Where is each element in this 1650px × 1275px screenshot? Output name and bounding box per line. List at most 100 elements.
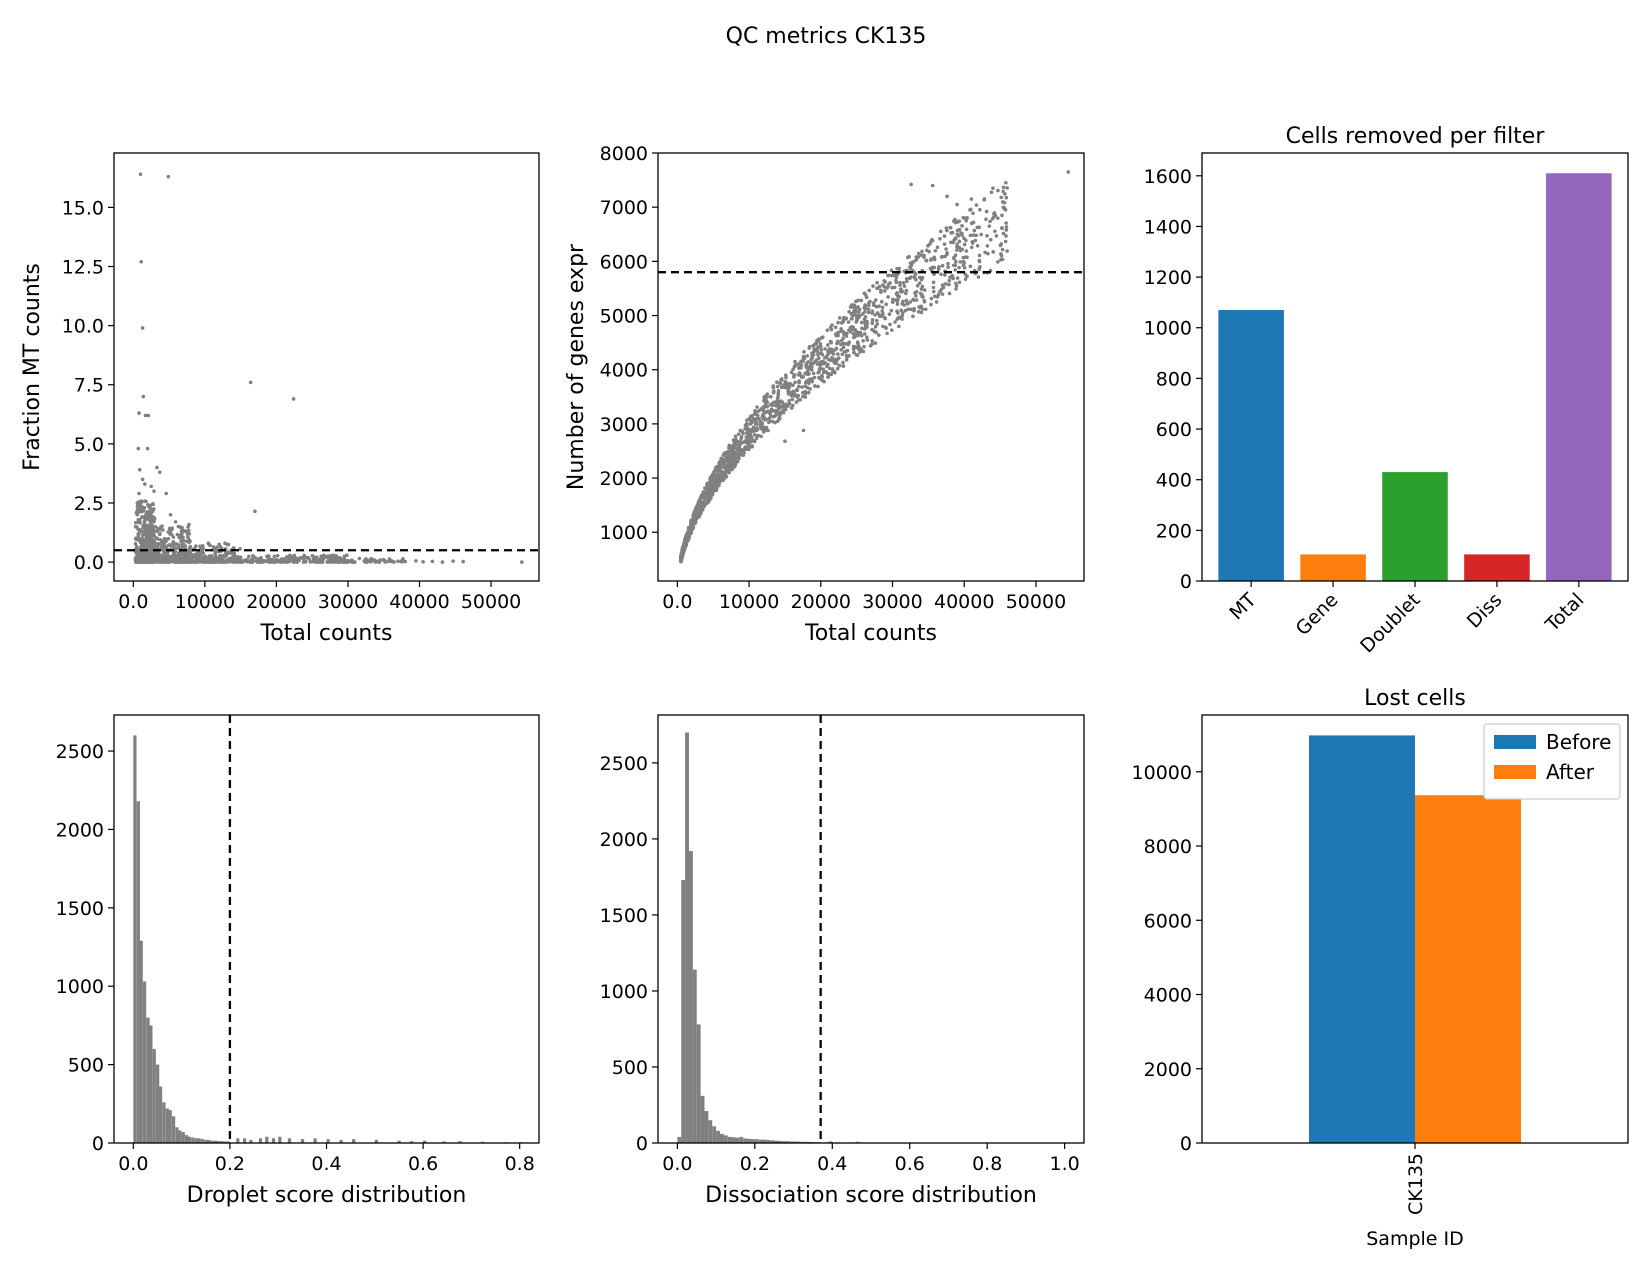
scatter-point — [724, 450, 729, 455]
scatter-point — [170, 559, 175, 563]
scatter-point — [847, 309, 851, 314]
scatter-point — [826, 357, 831, 362]
scatter-point — [245, 559, 249, 564]
scatter-point — [801, 394, 805, 399]
scatter-point — [922, 288, 927, 292]
histogram-bar — [191, 1137, 195, 1143]
scatter-point — [793, 380, 797, 385]
scatter-point — [183, 556, 188, 561]
scatter-point — [875, 322, 880, 326]
scatter-point — [908, 266, 913, 271]
scatter-point — [135, 546, 139, 550]
scatter-point — [796, 362, 801, 366]
scatter-point — [960, 224, 964, 228]
scatter-point — [975, 243, 980, 248]
scatter-point — [769, 413, 773, 418]
panel-filter-bar: MT Gene Doublet Diss Total 0 200 400 600 800 1000 1… — [1144, 124, 1629, 657]
scatter-point — [778, 381, 783, 385]
scatter-point — [728, 467, 733, 472]
scatter-point — [940, 263, 945, 268]
scatter-point — [975, 225, 980, 230]
scatter-point — [219, 546, 224, 550]
scatter-point — [364, 557, 368, 561]
scatter-point — [800, 385, 804, 389]
scatter-point — [841, 345, 846, 350]
scatter-point — [145, 446, 150, 451]
scatter-point — [802, 350, 806, 354]
scatter-point — [321, 556, 326, 561]
bar-total — [1546, 173, 1612, 581]
scatter-point — [762, 430, 766, 434]
scatter-point — [731, 444, 736, 449]
scatter-point — [315, 559, 319, 564]
y-tick-label: 800 — [1156, 368, 1192, 390]
scatter-point — [784, 402, 789, 407]
histogram-bar — [735, 1137, 740, 1143]
scatter-point — [970, 239, 975, 244]
y-tick-label: 1500 — [56, 898, 104, 920]
scatter-point — [721, 471, 725, 476]
scatter-point — [151, 502, 155, 507]
scatter-point — [947, 282, 951, 287]
scatter-point — [953, 263, 958, 268]
scatter-point — [1003, 239, 1008, 244]
histogram-bar — [797, 1141, 802, 1143]
histogram-bar — [762, 1139, 767, 1143]
x-tick-label: 20000 — [246, 591, 306, 613]
scatter-point — [887, 312, 892, 317]
histogram-bar — [258, 1138, 263, 1143]
scatter-point — [805, 364, 810, 369]
histogram-bar — [410, 1141, 414, 1143]
scatter-point — [762, 395, 766, 400]
x-tick-label: 0.2 — [740, 1153, 770, 1175]
scatter-point — [167, 559, 171, 563]
scatter-point — [272, 554, 277, 559]
scatter-point — [238, 555, 243, 560]
scatter-point — [919, 310, 924, 315]
scatter-point — [693, 509, 698, 514]
scatter-point — [706, 500, 711, 504]
scatter-point — [979, 232, 983, 237]
legend-label: Before — [1546, 730, 1611, 754]
scatter-point — [964, 227, 969, 232]
scatter-point — [877, 284, 882, 289]
scatter-point — [747, 432, 751, 436]
scatter-point — [705, 487, 710, 491]
scatter-point — [726, 470, 731, 474]
scatter-point — [209, 553, 214, 558]
y-tick-label: 0.0 — [74, 552, 104, 574]
scatter-point — [914, 255, 919, 259]
scatter-point — [256, 560, 261, 564]
scatter-point — [753, 417, 758, 421]
scatter-point — [873, 313, 877, 317]
scatter-point — [389, 559, 394, 563]
y-tick-label: 2000 — [600, 468, 648, 490]
histogram-bar — [146, 1017, 150, 1143]
scatter-point — [899, 308, 904, 313]
scatter-point — [957, 280, 962, 285]
histogram-bar — [158, 1086, 163, 1143]
scatter-point — [909, 307, 913, 312]
scatter-point — [917, 305, 922, 310]
scatter-point — [146, 413, 151, 418]
scatter-point — [843, 341, 848, 346]
scatter-point — [952, 256, 956, 261]
scatter-point — [783, 405, 788, 410]
scatter-point — [737, 451, 742, 456]
scatter-point — [895, 294, 900, 298]
bar-gene — [1300, 554, 1366, 581]
scatter-point — [816, 345, 821, 349]
histogram-bar — [200, 1139, 205, 1143]
scatter-point — [759, 427, 764, 431]
scatter-point — [862, 332, 867, 336]
scatter-point — [964, 249, 969, 253]
scatter-point — [982, 197, 987, 201]
scatter-point — [895, 266, 899, 271]
y-tick-label: 0 — [92, 1133, 104, 1155]
scatter-point — [774, 403, 778, 408]
histogram-bar — [313, 1138, 317, 1143]
y-tick-label: 5000 — [600, 306, 648, 328]
legend-swatch-after — [1494, 765, 1536, 779]
x-tick-label: 30000 — [318, 591, 378, 613]
legend-label: After — [1546, 760, 1595, 784]
